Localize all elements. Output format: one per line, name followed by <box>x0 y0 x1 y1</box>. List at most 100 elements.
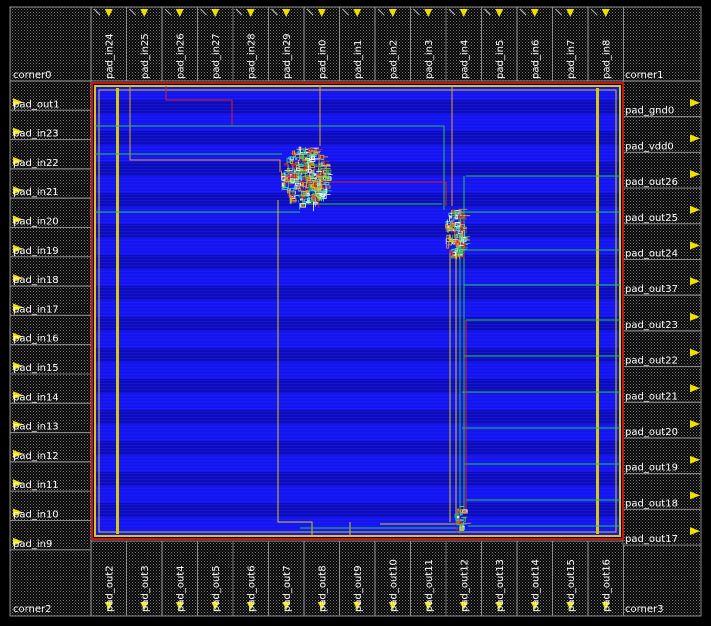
pad-label-pad-out3: pad_out3 <box>140 565 151 612</box>
pad-cell-body <box>339 6 376 82</box>
pad-cell-pad-out9: pad_out9 <box>339 540 376 617</box>
pad-cell-pad-out1: pad_out1 <box>9 80 92 111</box>
pad-cell-pad-in26: pad_in26 <box>161 6 198 82</box>
pad-direction-arrow-icon <box>495 9 504 17</box>
pad-direction-arrow-icon <box>690 312 700 321</box>
std-cell <box>288 156 294 160</box>
std-cell <box>317 183 323 188</box>
pad-label-pad-in9: pad_in9 <box>13 539 52 550</box>
std-cell <box>289 160 294 164</box>
pad-cell-pad-out10: pad_out10 <box>374 540 411 617</box>
pad-direction-arrow-icon <box>13 98 23 107</box>
pad-label-pad-out5: pad_out5 <box>211 565 222 612</box>
wire-pad-in25 <box>129 86 281 172</box>
core-row-band-10 <box>95 410 620 424</box>
wire-cluster-link-a <box>326 181 447 206</box>
pad-direction-arrow-icon <box>690 527 700 536</box>
std-cell <box>460 228 464 231</box>
std-cell <box>463 517 466 522</box>
pad-cell-body <box>9 314 92 346</box>
std-cell <box>313 154 317 158</box>
std-cell <box>290 187 295 192</box>
std-cell <box>307 181 313 184</box>
pad-direction-arrow-icon <box>282 9 291 17</box>
pad-label-pad-in28: pad_in28 <box>246 33 257 79</box>
pad-cell-body <box>9 139 92 170</box>
pad-cell-body <box>9 490 92 522</box>
pad-cell-pad-out7: pad_out7 <box>268 540 305 617</box>
std-cell <box>448 228 453 231</box>
pad-cell-pad-in22: pad_in22 <box>9 139 92 170</box>
pad-direction-arrow-icon <box>353 602 362 610</box>
pad-label-pad-gnd0: pad_gnd0 <box>625 106 674 117</box>
pad-direction-arrow-icon <box>317 602 326 610</box>
pad-label-pad-in5: pad_in5 <box>495 40 506 79</box>
core-row-band-11 <box>95 441 620 455</box>
pad-label-pad-in17: pad_in17 <box>13 304 59 315</box>
pad-cell-pad-out37: pad_out37 <box>622 259 702 296</box>
core-row-band-9 <box>95 379 620 393</box>
core-row-band-6 <box>95 286 620 300</box>
pad-cell-pad-out20: pad_out20 <box>622 401 702 439</box>
pad-cell-body <box>268 6 305 82</box>
pad-cell-pad-out12: pad_out12 <box>445 540 482 617</box>
pads-top: pad_in24 pad_in25 pad_in26 pad_in27 pad_in28… <box>90 6 624 82</box>
std-cell <box>455 214 458 220</box>
pad-cell-pad-in1: pad_in1 <box>339 6 376 82</box>
std-cell <box>310 156 315 160</box>
pad-direction-arrow-icon <box>13 186 23 195</box>
core-row-band-12 <box>95 472 620 486</box>
pad-direction-arrow-icon <box>13 274 23 283</box>
pad-direction-arrow-icon <box>424 9 433 17</box>
std-cell <box>304 198 310 203</box>
pad-cell-pad-out17: pad_out17 <box>622 508 702 546</box>
corner-label-0: corner0 <box>13 70 52 81</box>
std-cell <box>321 176 324 181</box>
std-cell <box>445 220 451 224</box>
std-cell <box>455 226 461 231</box>
pad-label-pad-in8: pad_in8 <box>601 40 612 79</box>
power-stripe-right <box>596 88 599 534</box>
std-cell <box>458 520 461 525</box>
pad-cell-pad-in4: pad_in4 <box>445 6 482 82</box>
std-cell <box>322 160 325 165</box>
pad-cell-pad-in21: pad_in21 <box>9 168 92 199</box>
std-cell <box>307 165 312 169</box>
pad-label-pad-out1: pad_out1 <box>13 99 60 110</box>
pad-direction-arrow-icon <box>13 449 23 458</box>
pad-direction-arrow-icon <box>13 215 23 224</box>
pad-label-pad-out9: pad_out9 <box>353 565 364 612</box>
pad-cell-pad-in8: pad_in8 <box>587 6 624 82</box>
corner-label-3: corner3 <box>625 604 664 615</box>
std-cell <box>460 220 464 224</box>
pad-label-pad-out37: pad_out37 <box>625 284 678 295</box>
pad-cell-pad-in9: pad_in9 <box>9 520 92 551</box>
pad-label-pad-out2: pad_out2 <box>104 565 115 612</box>
pad-direction-arrow-icon <box>13 244 23 253</box>
std-cell <box>295 182 301 186</box>
pad-cell-body <box>90 6 127 82</box>
pad-direction-arrow-icon <box>690 348 700 357</box>
pad-direction-arrow-icon <box>211 602 220 610</box>
std-cell <box>282 186 289 190</box>
pad-cell-pad-in20: pad_in20 <box>9 197 92 228</box>
pad-label-pad-in24: pad_in24 <box>104 33 115 79</box>
pad-label-pad-out26: pad_out26 <box>625 177 678 188</box>
pad-cell-body <box>9 432 92 463</box>
std-cell <box>459 212 464 218</box>
pad-cell-pad-out19: pad_out19 <box>622 437 702 475</box>
pad-direction-arrow-icon <box>459 9 468 17</box>
pad-corner-mark <box>129 8 136 16</box>
std-cell <box>285 175 291 181</box>
std-cell <box>301 191 306 197</box>
pad-cell-pad-out23: pad_out23 <box>622 294 702 332</box>
pad-label-pad-out4: pad_out4 <box>175 565 186 612</box>
pad-cell-body <box>622 473 702 510</box>
std-cell <box>310 162 314 165</box>
pad-cell-body <box>197 6 234 82</box>
pad-corner-mark <box>377 8 385 16</box>
pad-direction-arrow-icon <box>104 602 113 610</box>
pad-label-pad-out12: pad_out12 <box>459 559 470 612</box>
std-cell <box>449 215 453 219</box>
std-cell <box>455 233 458 239</box>
